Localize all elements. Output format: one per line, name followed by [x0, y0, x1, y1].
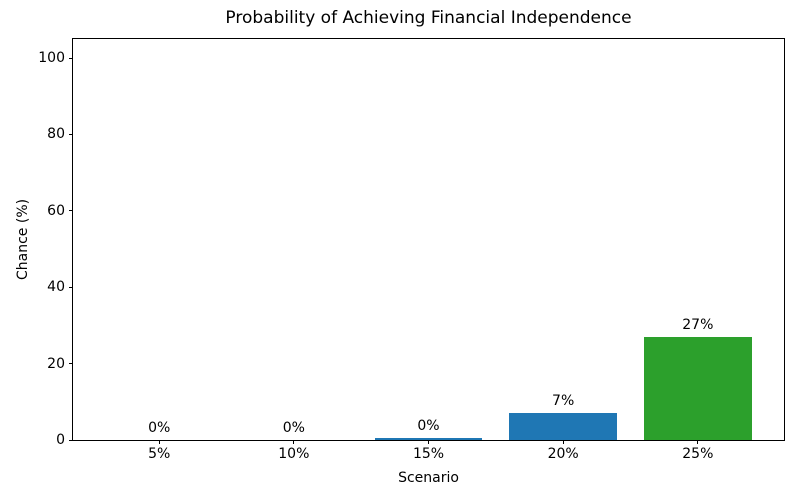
bar-value-label: 27%: [682, 316, 714, 333]
x-tick-mark: [697, 440, 699, 444]
bar-value-label: 0%: [417, 418, 440, 435]
bar-value-label: 0%: [148, 420, 171, 436]
x-tick-mark: [293, 440, 295, 444]
x-tick-label: 20%: [547, 446, 579, 462]
y-tick-mark: [69, 363, 73, 365]
y-tick-mark: [69, 57, 73, 59]
y-tick-mark: [69, 439, 73, 441]
bar: [374, 438, 483, 440]
y-tick-label: 40: [47, 279, 65, 296]
x-tick-label: 5%: [148, 446, 171, 462]
x-tick-label: 25%: [682, 446, 714, 462]
bar-value-label: 0%: [282, 420, 305, 436]
y-tick-mark: [69, 210, 73, 212]
y-axis-label: Chance (%): [15, 198, 31, 281]
chart-title: Probability of Achieving Financial Indep…: [225, 8, 632, 28]
y-tick-mark: [69, 286, 73, 288]
bar-value-label: 7%: [552, 393, 575, 410]
y-tick-label: 0: [56, 432, 65, 448]
y-tick-label: 100: [38, 50, 65, 67]
y-tick-label: 20: [47, 355, 65, 372]
x-tick-mark: [562, 440, 564, 444]
y-tick-label: 80: [47, 126, 65, 143]
x-tick-label: 15%: [412, 446, 445, 462]
bar: [643, 336, 752, 440]
y-tick-label: 60: [47, 202, 65, 219]
bar: [509, 413, 617, 440]
y-tick-mark: [69, 133, 73, 135]
x-tick-mark: [158, 440, 160, 444]
x-axis-label: Scenario: [398, 470, 459, 486]
x-tick-label: 10%: [278, 446, 310, 462]
x-tick-mark: [428, 440, 429, 444]
plot-area: 0 20 40 60 80 100 5% 0% 10% 0% 15% 0% 20% 7% 25% 27%: [38, 38, 785, 462]
